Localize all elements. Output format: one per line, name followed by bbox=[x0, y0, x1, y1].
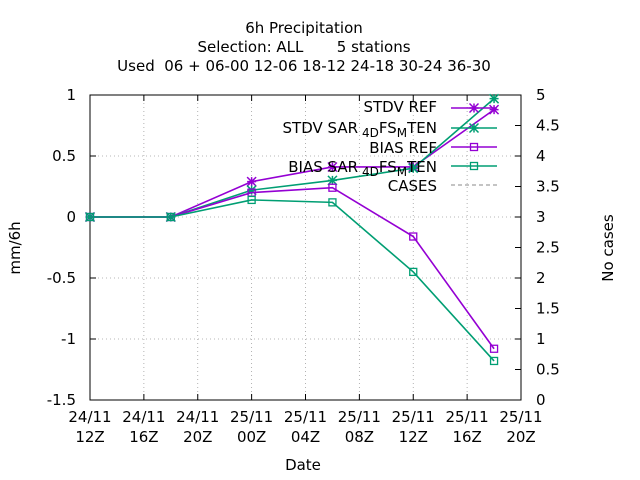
series-point-stdv-sar bbox=[408, 163, 419, 174]
chart-title: 6h Precipitation bbox=[245, 19, 363, 37]
legend-label-bias-sar: BIAS SAR 4DFSMTEN bbox=[288, 158, 437, 179]
y2-tick-label: 3.5 bbox=[536, 178, 560, 196]
x-tick-label-hour: 16Z bbox=[452, 428, 481, 446]
legend-marker-bias-ref bbox=[469, 142, 479, 152]
y2-tick-label: 0.5 bbox=[536, 361, 560, 379]
series-line-bias-ref bbox=[90, 186, 495, 350]
y2-tick-label: 1.5 bbox=[536, 300, 560, 318]
series-point-bias-ref bbox=[489, 344, 499, 353]
y2-tick-label: 5 bbox=[536, 86, 546, 104]
grid bbox=[90, 95, 521, 400]
series-point-bias-sar bbox=[409, 267, 418, 277]
y-axis-label: mm/6h bbox=[6, 221, 24, 274]
y2-tick-label: 2.5 bbox=[536, 239, 560, 257]
y-axis: 1 0.5 0 -0.5 -1 -1.5 bbox=[47, 86, 96, 409]
chart-used-ranges: Used 06 + 06-00 12-06 18-12 24-18 30-24 … bbox=[117, 57, 491, 75]
x-tick-label-date: 25/11 bbox=[284, 408, 327, 426]
series-point-bias-sar bbox=[328, 198, 337, 207]
x-tick-label-hour: 08Z bbox=[345, 428, 374, 446]
legend-marker-stdv-sar bbox=[468, 122, 480, 134]
series-point-bias-ref bbox=[328, 183, 337, 192]
y2-tick-label: 4 bbox=[536, 147, 546, 165]
y-tick-label: 0 bbox=[66, 208, 76, 226]
y-tick-label: 0.5 bbox=[52, 147, 76, 165]
chart-subtitle: Selection: ALL 5 stations bbox=[197, 38, 410, 56]
x-axis-label: Date bbox=[285, 456, 321, 474]
x-tick-label-hour: 00Z bbox=[237, 428, 266, 446]
series-point-stdv-sar bbox=[246, 185, 257, 196]
y-tick-label: -1.5 bbox=[47, 391, 76, 409]
series-point-stdv-ref bbox=[246, 176, 257, 187]
x-tick-label-hour: 20Z bbox=[506, 428, 535, 446]
series-point-bias-sar bbox=[166, 212, 175, 222]
series-point-stdv-ref bbox=[327, 161, 338, 173]
x-axis: 24/11 12Z 24/11 16Z 24/11 20Z 25/11 00Z 25/11 04Z… bbox=[68, 95, 543, 446]
legend-label-stdv-sar: STDV SAR 4DFSMTEN bbox=[283, 119, 437, 140]
series-point-stdv-ref bbox=[489, 104, 500, 115]
y2-tick-label: 3 bbox=[536, 208, 546, 226]
y2-tick-label: 2 bbox=[536, 269, 546, 287]
legend-label-stdv-ref: STDV REF bbox=[363, 98, 437, 116]
x-tick-label-date: 24/11 bbox=[122, 408, 165, 426]
y-tick-label: -0.5 bbox=[47, 269, 76, 287]
series-line-bias-sar bbox=[90, 199, 495, 362]
series-point-bias-sar bbox=[489, 356, 499, 366]
x-tick-label-hour: 16Z bbox=[129, 428, 158, 446]
x-tick-label-date: 25/11 bbox=[230, 408, 273, 426]
series-point-stdv-sar bbox=[489, 93, 500, 104]
y2-tick-label: 0 bbox=[536, 391, 546, 409]
y2-axis: 5 4.5 4 3.5 3 2.5 2 1.5 1 0.5 0 bbox=[515, 86, 560, 409]
y2-axis-label: No cases bbox=[599, 214, 617, 282]
x-tick-label-date: 25/11 bbox=[392, 408, 435, 426]
series-group bbox=[84, 93, 500, 366]
legend-marker-bias-sar bbox=[469, 161, 479, 171]
y-tick-label: -1 bbox=[61, 330, 76, 348]
x-tick-label-hour: 04Z bbox=[291, 428, 320, 446]
legend-samples bbox=[451, 102, 497, 186]
y2-tick-label: 1 bbox=[536, 330, 546, 348]
series-point-bias-sar bbox=[247, 195, 256, 205]
series-point-bias-sar bbox=[85, 212, 95, 222]
series-point-bias-ref bbox=[409, 232, 418, 241]
x-tick-label-hour: 12Z bbox=[399, 428, 428, 446]
series-point-stdv-sar bbox=[327, 175, 338, 186]
x-tick-label-date: 24/11 bbox=[176, 408, 219, 426]
legend-marker-stdv-ref bbox=[468, 102, 480, 114]
legend-label-bias-ref: BIAS REF bbox=[369, 139, 437, 157]
x-tick-label-date: 25/11 bbox=[499, 408, 542, 426]
x-tick-label-date: 25/11 bbox=[338, 408, 381, 426]
x-tick-label-hour: 12Z bbox=[75, 428, 104, 446]
x-tick-label-hour: 20Z bbox=[183, 428, 212, 446]
y2-tick-label: 4.5 bbox=[536, 117, 560, 135]
x-tick-label-date: 24/11 bbox=[68, 408, 111, 426]
x-tick-label-date: 25/11 bbox=[446, 408, 489, 426]
legend-label-cases: CASES bbox=[388, 177, 437, 195]
y-tick-label: 1 bbox=[66, 86, 76, 104]
legend: STDV REF STDV SAR 4DFSMTEN BIAS REF BIAS … bbox=[283, 98, 497, 195]
